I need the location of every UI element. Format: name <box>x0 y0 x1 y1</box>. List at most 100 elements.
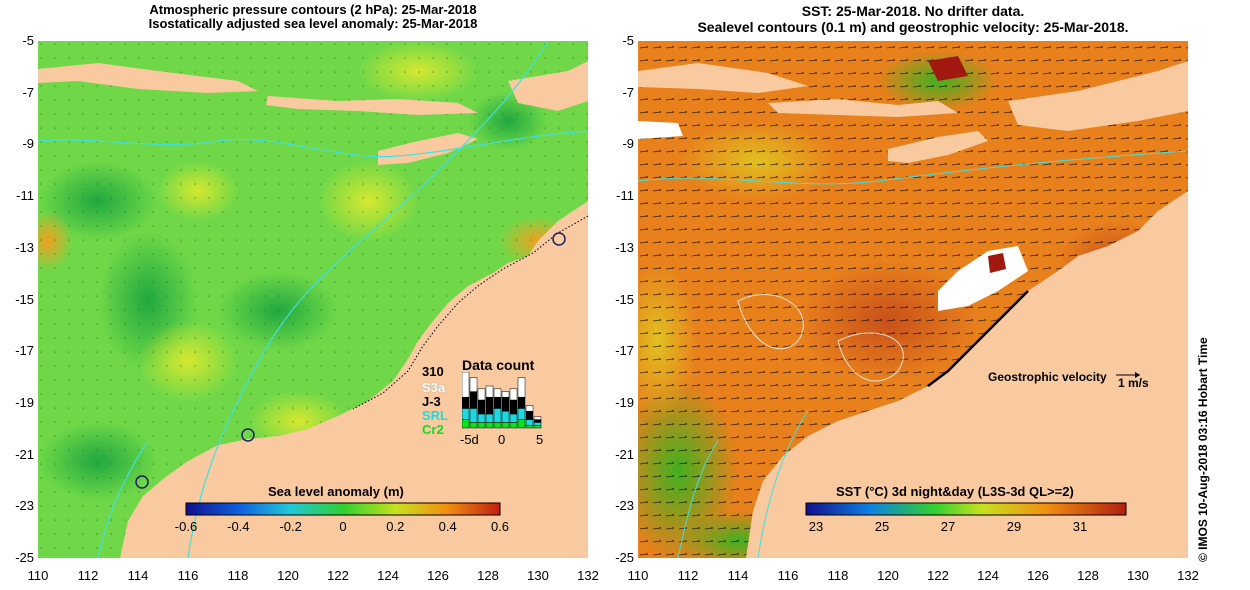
lat-tick-left: -7 <box>22 84 34 100</box>
legend-satellite-srl: SRL <box>422 408 448 423</box>
right-island-java <box>638 63 808 93</box>
lon-tick-left: 126 <box>427 568 449 583</box>
right-colorbar-tick: 27 <box>940 519 956 534</box>
legend-bar-segment <box>517 396 526 409</box>
left-station-2 <box>241 428 255 442</box>
lon-tick-left: 114 <box>127 568 149 583</box>
legend-title: Data count <box>462 357 535 373</box>
lon-tick-left: 112 <box>77 568 99 583</box>
legend-satellite-cr2: Cr2 <box>422 422 444 437</box>
left-island-lesser-sunda <box>266 96 478 115</box>
lat-tick-left: -13 <box>15 239 34 255</box>
left-title-line2: Isostatically adjusted sea level anomaly… <box>148 16 478 31</box>
lon-tick-left: 116 <box>177 568 199 583</box>
lat-tick-left: -11 <box>16 188 34 204</box>
lon-tick-right: 114 <box>727 568 749 583</box>
legend-histogram <box>462 372 542 429</box>
legend-bar-segment <box>509 388 518 401</box>
imos-credit: © IMOS 10-Aug-2018 03:16 Hobart Time <box>1196 337 1210 562</box>
legend-bar-segment <box>462 372 470 398</box>
left-island-timor <box>378 133 478 165</box>
legend-bar-segment <box>462 396 470 409</box>
legend-bar-segment <box>533 422 542 426</box>
lon-tick-right: 120 <box>877 568 899 583</box>
lon-tick-right: 110 <box>627 568 649 583</box>
right-colorbar-tick: 25 <box>874 519 890 534</box>
lat-tick-left: -9 <box>22 136 34 152</box>
legend-bar-segment <box>485 413 494 423</box>
legend-bar-segment <box>477 388 486 401</box>
legend-bar-segment <box>525 419 534 426</box>
lat-tick-right: -7 <box>622 84 634 100</box>
legend-bar-segment <box>525 410 534 420</box>
legend-bar-segment <box>485 385 494 398</box>
legend-bar-segment <box>477 399 486 415</box>
lat-tick-left: -15 <box>15 291 34 307</box>
right-australia <box>746 191 1188 558</box>
lon-tick-right: 124 <box>977 568 999 583</box>
legend-bar-segment <box>501 410 510 423</box>
legend-bar-segment <box>509 413 518 423</box>
legend-satellite-j3: J-3 <box>422 394 441 409</box>
legend-bar-segment <box>469 422 478 429</box>
left-colorbar-tick: 0.4 <box>438 519 457 534</box>
lon-tick-right: 112 <box>677 568 699 583</box>
lon-tick-left: 124 <box>377 568 399 583</box>
right-colorbar <box>805 502 1127 516</box>
lat-tick-left: -23 <box>15 498 34 514</box>
legend-bar-segment <box>517 419 526 429</box>
legend-satellite-s3a: S3a <box>422 380 446 395</box>
legend-bar-segment <box>525 405 534 412</box>
right-title-line1: SST: 25-Mar-2018. No drifter data. <box>801 3 1025 19</box>
lat-tick-left: -5 <box>22 33 34 48</box>
lat-tick-left: -19 <box>15 394 34 410</box>
left-colorbar-tick: 0.2 <box>386 519 405 534</box>
right-map <box>638 41 1188 558</box>
lat-tick-right: -13 <box>615 239 634 255</box>
lat-tick-left: -17 <box>15 343 34 359</box>
lat-tick-right: -23 <box>615 498 634 514</box>
legend-axis-tick: -5d <box>460 432 479 447</box>
lat-tick-right: -9 <box>622 136 634 152</box>
lon-tick-left: 128 <box>477 568 499 583</box>
left-colorbar <box>185 502 501 516</box>
right-island-lesser-sunda <box>768 99 958 117</box>
legend-bar-segment <box>533 419 542 423</box>
legend-bar-segment <box>462 408 470 420</box>
left-colorbar-tick: -0.6 <box>174 519 198 534</box>
lon-tick-right: 128 <box>1077 568 1099 583</box>
right-colorbar-tick: 29 <box>1006 519 1022 534</box>
lon-tick-right: 126 <box>1027 568 1049 583</box>
legend-bar-segment <box>469 408 478 423</box>
legend-bar-segment <box>493 396 502 409</box>
lon-tick-left: 120 <box>277 568 299 583</box>
lat-tick-right: -5 <box>622 33 634 48</box>
lat-tick-right: -25 <box>615 550 634 565</box>
left-colorbar-tick: -0.2 <box>279 519 302 534</box>
legend-bar-segment <box>477 422 486 429</box>
right-title-line2: Sealevel contours (0.1 m) and geostrophi… <box>697 19 1129 35</box>
velocity-label: Geostrophic velocity <box>988 370 1107 384</box>
left-colorbar-tick: -0.4 <box>227 519 250 534</box>
lat-tick-right: -15 <box>615 291 634 307</box>
lon-tick-right: 116 <box>777 568 799 583</box>
lat-tick-left: -25 <box>15 550 34 565</box>
legend-bar-segment <box>493 388 502 398</box>
legend-bar-segment <box>533 416 542 420</box>
left-station-1 <box>552 232 566 246</box>
legend-bar-segment <box>501 391 510 398</box>
legend-axis-tick: 5 <box>536 432 544 447</box>
right-colorbar-title: SST (°C) 3d night&day (L3S-3d QL>=2) <box>836 484 1074 499</box>
lat-tick-right: -21 <box>615 446 634 462</box>
right-island-timor <box>888 131 988 163</box>
left-australia <box>120 201 588 558</box>
velocity-scale: 1 m/s <box>1118 376 1149 390</box>
right-colorbar-tick: 31 <box>1072 519 1088 534</box>
legend-bar-segment <box>469 377 478 392</box>
lon-tick-left: 130 <box>527 568 549 583</box>
left-island-java <box>38 63 258 93</box>
legend-bar-segment <box>533 424 542 429</box>
left-colorbar-tick: 0 <box>339 519 347 534</box>
legend-bar-segment <box>469 391 478 409</box>
left-title-line1: Atmospheric pressure contours (2 hPa): 2… <box>149 2 477 17</box>
